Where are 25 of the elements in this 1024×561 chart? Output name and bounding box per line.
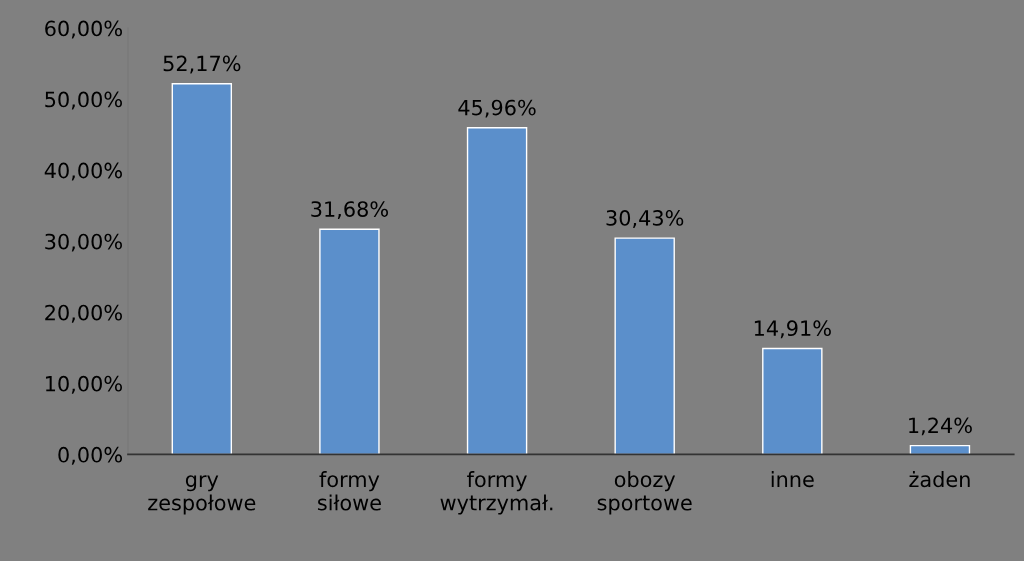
data-label: 14,91% bbox=[754, 320, 831, 339]
x-tick-label: formy siłowe bbox=[317, 471, 381, 511]
data-label: 31,68% bbox=[311, 201, 389, 220]
y-tick-label: 40,00% bbox=[44, 162, 122, 181]
y-tick-label: 50,00% bbox=[45, 91, 122, 110]
bar bbox=[171, 82, 233, 455]
x-tick-label: gry zespołowe bbox=[148, 475, 256, 515]
y-tick-label: 0,00% bbox=[58, 446, 122, 465]
data-label: 45,96% bbox=[458, 99, 536, 118]
x-tick-label: żaden bbox=[909, 471, 970, 488]
y-tick-label: 20,00% bbox=[45, 304, 122, 323]
x-tick-label: inne bbox=[771, 471, 814, 488]
data-label: 1,24% bbox=[909, 417, 972, 436]
x-tick-label: formy wytrzymał. bbox=[440, 471, 553, 515]
y-tick-label: 30,00% bbox=[45, 233, 122, 252]
data-label: 30,43% bbox=[606, 210, 684, 228]
bar bbox=[614, 237, 675, 455]
y-tick-label: 10,00% bbox=[45, 375, 122, 394]
bar bbox=[466, 127, 528, 455]
x-tick-label: obozy sportowe bbox=[597, 471, 692, 515]
bar bbox=[762, 347, 823, 455]
bar bbox=[319, 228, 380, 455]
data-label: 52,17% bbox=[163, 55, 241, 74]
y-tick-label: 60,00% bbox=[45, 20, 122, 39]
bar bbox=[909, 444, 971, 455]
